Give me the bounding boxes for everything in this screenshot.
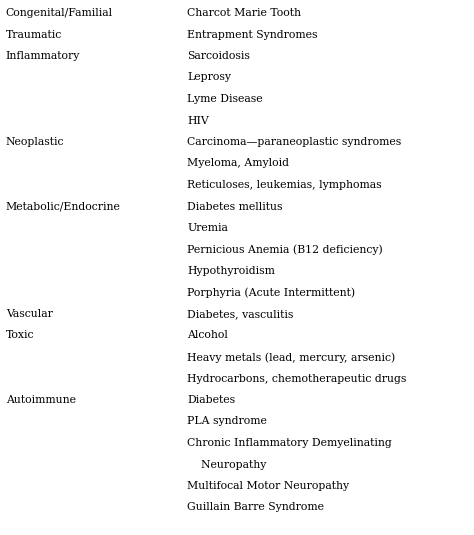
Text: Toxic: Toxic bbox=[6, 331, 34, 340]
Text: Neuropathy: Neuropathy bbox=[187, 460, 266, 470]
Text: Vascular: Vascular bbox=[6, 309, 53, 319]
Text: Diabetes, vasculitis: Diabetes, vasculitis bbox=[187, 309, 293, 319]
Text: Guillain Barre Syndrome: Guillain Barre Syndrome bbox=[187, 502, 324, 513]
Text: Pernicious Anemia (B12 deficiency): Pernicious Anemia (B12 deficiency) bbox=[187, 244, 383, 255]
Text: Myeloma, Amyloid: Myeloma, Amyloid bbox=[187, 158, 289, 169]
Text: Multifocal Motor Neuropathy: Multifocal Motor Neuropathy bbox=[187, 481, 349, 491]
Text: Congenital/Familial: Congenital/Familial bbox=[6, 8, 113, 18]
Text: Inflammatory: Inflammatory bbox=[6, 51, 80, 61]
Text: Traumatic: Traumatic bbox=[6, 29, 62, 40]
Text: Reticuloses, leukemias, lymphomas: Reticuloses, leukemias, lymphomas bbox=[187, 180, 382, 190]
Text: Entrapment Syndromes: Entrapment Syndromes bbox=[187, 29, 318, 40]
Text: Diabetes mellitus: Diabetes mellitus bbox=[187, 202, 283, 211]
Text: PLA syndrome: PLA syndrome bbox=[187, 417, 267, 426]
Text: Autoimmune: Autoimmune bbox=[6, 395, 76, 405]
Text: Hydrocarbons, chemotherapeutic drugs: Hydrocarbons, chemotherapeutic drugs bbox=[187, 373, 407, 384]
Text: HIV: HIV bbox=[187, 116, 209, 126]
Text: Porphyria (Acute Intermittent): Porphyria (Acute Intermittent) bbox=[187, 287, 356, 298]
Text: Chronic Inflammatory Demyelinating: Chronic Inflammatory Demyelinating bbox=[187, 438, 392, 448]
Text: Heavy metals (lead, mercury, arsenic): Heavy metals (lead, mercury, arsenic) bbox=[187, 352, 395, 363]
Text: Charcot Marie Tooth: Charcot Marie Tooth bbox=[187, 8, 301, 18]
Text: Sarcoidosis: Sarcoidosis bbox=[187, 51, 250, 61]
Text: Metabolic/Endocrine: Metabolic/Endocrine bbox=[6, 202, 120, 211]
Text: Lyme Disease: Lyme Disease bbox=[187, 94, 263, 104]
Text: Diabetes: Diabetes bbox=[187, 395, 236, 405]
Text: Neoplastic: Neoplastic bbox=[6, 137, 64, 147]
Text: Hypothyroidism: Hypothyroidism bbox=[187, 266, 275, 276]
Text: Alcohol: Alcohol bbox=[187, 331, 228, 340]
Text: Carcinoma—paraneoplastic syndromes: Carcinoma—paraneoplastic syndromes bbox=[187, 137, 401, 147]
Text: Leprosy: Leprosy bbox=[187, 73, 231, 82]
Text: Uremia: Uremia bbox=[187, 223, 228, 233]
